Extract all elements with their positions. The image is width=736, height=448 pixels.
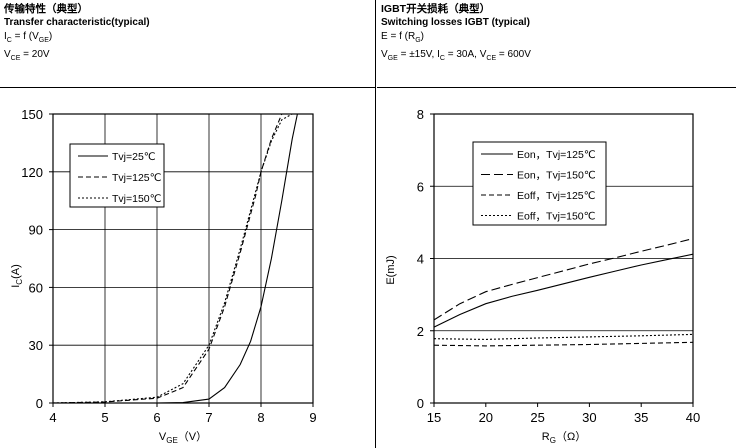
right-condition: VGE = ±15V, IC = 30A, VCE = 600V: [381, 49, 531, 62]
right-title-en: Switching losses IGBT (typical): [381, 17, 530, 28]
y-axis-label: IC(A): [10, 264, 24, 288]
x-tick-label: 15: [427, 410, 441, 425]
y-tick-label: 60: [29, 280, 43, 295]
right-title-cn: IGBT开关损耗（典型）: [381, 3, 491, 15]
legend-label: Tvj=25℃: [112, 151, 156, 163]
legend-label: Eon，Tvj=150℃: [517, 170, 596, 182]
y-tick-label: 150: [21, 107, 43, 122]
y-tick-label: 6: [417, 179, 424, 194]
x-axis-label: RG（Ω）: [542, 430, 586, 445]
x-tick-label: 7: [205, 410, 212, 425]
y-tick-label: 4: [417, 252, 424, 267]
series-line: [53, 114, 298, 403]
legend-label: Tvj=125℃: [112, 172, 161, 184]
series-line: [434, 333, 693, 340]
right-header: IGBT开关损耗（典型） Switching losses IGBT (typi…: [381, 2, 531, 66]
x-tick-label: 5: [101, 410, 108, 425]
legend-box: [472, 141, 607, 226]
legend-label: Tvj=150℃: [112, 193, 161, 205]
y-axis-label: E(mJ): [385, 255, 397, 284]
panel-divider: [375, 0, 376, 448]
y-tick-label: 120: [21, 165, 43, 180]
left-title-cn: 传输特性（典型）: [4, 3, 88, 15]
x-tick-label: 30: [582, 410, 596, 425]
series-line: [53, 114, 293, 403]
left-title-en: Transfer characteristic(typical): [4, 17, 150, 28]
y-tick-label: 2: [417, 324, 424, 339]
legend-label: Eon，Tvj=125℃: [517, 149, 596, 161]
y-tick-label: 0: [417, 396, 424, 411]
y-tick-label: 90: [29, 223, 43, 238]
left-header-separator: [0, 87, 376, 88]
legend-label: Eoff，Tvj=125℃: [517, 190, 595, 202]
x-tick-label: 6: [153, 410, 160, 425]
series-line: [434, 341, 693, 347]
series-line: [53, 114, 293, 403]
transfer-characteristic-chart: 4 5 6 7 8 90306090120150Tvj=25℃Tvj=125℃Tvj=15…: [10, 107, 317, 445]
x-axis-label: VGE（V）: [159, 430, 207, 445]
x-tick-label: 4: [49, 410, 56, 425]
x-tick-label: 25: [530, 410, 544, 425]
series-line: [434, 238, 693, 321]
transfer-characteristic-panel: 传输特性（典型） Transfer characteristic(typical…: [0, 2, 376, 445]
legend-label: Eoff，Tvj=150℃: [517, 211, 595, 223]
y-tick-label: 0: [36, 396, 43, 411]
left-header: 传输特性（典型） Transfer characteristic(typical…: [4, 2, 150, 66]
x-tick-label: 35: [634, 410, 648, 425]
left-formula: IC = f (VGE): [4, 31, 53, 44]
y-tick-label: 30: [29, 338, 43, 353]
x-tick-label: 20: [479, 410, 493, 425]
left-condition: VCE = 20V: [4, 49, 50, 62]
switching-losses-chart: 15 20 25 30 35 40 0 2 4 6 8 Eon，Tvj=125℃ Eon，Tvj=150…: [385, 107, 700, 445]
x-tick-label: 9: [309, 410, 316, 425]
switching-losses-panel: IGBT开关损耗（典型） Switching losses IGBT (typi…: [377, 0, 736, 448]
series-line: [434, 253, 693, 328]
y-tick-label: 8: [417, 107, 424, 122]
x-tick-label: 40: [686, 410, 700, 425]
legend-box: [69, 143, 165, 208]
x-tick-label: 8: [257, 410, 264, 425]
right-header-separator: [377, 87, 736, 88]
right-formula: E = f (RG): [381, 31, 424, 44]
